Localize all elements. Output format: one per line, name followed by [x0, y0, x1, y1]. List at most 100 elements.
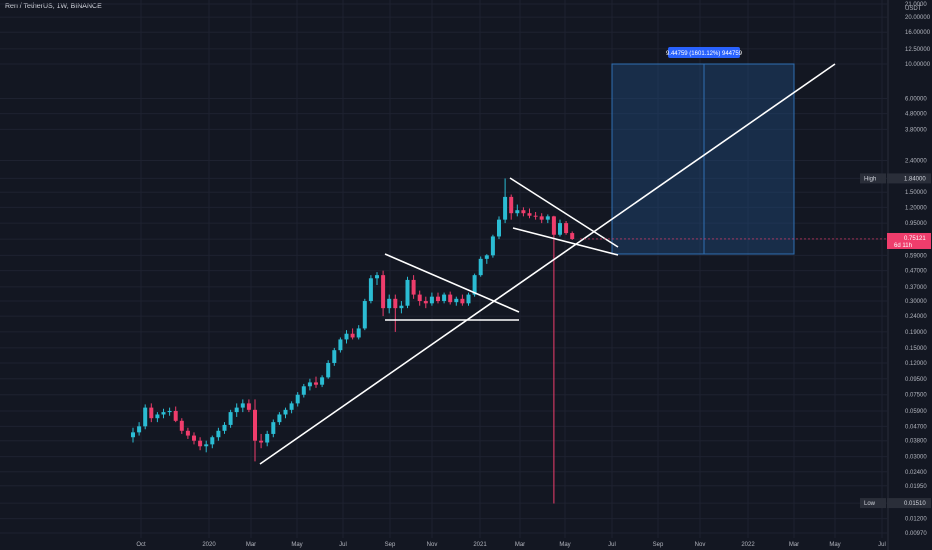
x-tick-label: Jul [339, 542, 347, 548]
candle-body [253, 409, 257, 441]
candle-body [356, 328, 361, 338]
candle-body [472, 275, 477, 295]
candle-body [131, 432, 135, 438]
triangle-upper-line-1 [384, 253, 520, 313]
candle-body [466, 294, 471, 304]
y-tick-label: 0.07500 [905, 393, 927, 399]
y-tick-label: 0.24000 [905, 314, 927, 320]
low-tag-bg [887, 498, 931, 509]
x-tick-label: Jul [608, 542, 616, 548]
y-tick-label: 21.0000 [905, 2, 927, 8]
y-tick-label: 1.50000 [905, 190, 927, 196]
candle-body [564, 223, 569, 234]
candle-body [405, 279, 410, 306]
candle-body [332, 350, 337, 363]
x-tick-label: Mar [246, 542, 256, 548]
candle-body [484, 255, 489, 259]
candle-body [478, 258, 483, 276]
x-tick-label: 2020 [202, 542, 216, 548]
candle-body [155, 414, 160, 419]
candle-body [295, 394, 300, 404]
candle-body [454, 298, 459, 303]
y-tick-label: 0.04700 [905, 424, 927, 430]
candle-body [368, 278, 373, 302]
candle-body [161, 412, 166, 415]
y-tick-label: 4.80000 [905, 112, 927, 118]
candle-body [167, 410, 172, 413]
main-trendline [259, 63, 836, 465]
candle-body [149, 407, 154, 419]
chart-title: Ren / TetherUS, 1W, BINANCE [5, 3, 102, 10]
x-axis: Oct 2020 Mar May Jul Sep Nov 2021 Mar May Jul Sep No… [136, 542, 886, 548]
y-tick-label: 0.03000 [905, 455, 927, 461]
y-tick-label: 12.50000 [905, 47, 931, 53]
candle-body [545, 216, 550, 220]
x-tick-label: Sep [653, 542, 664, 548]
candle-body [551, 216, 556, 235]
y-tick-label: 0.59000 [905, 253, 927, 259]
x-tick-label: May [291, 542, 302, 548]
candle-body [515, 210, 520, 214]
x-tick-label: 2022 [741, 542, 755, 548]
y-tick-label: 3.80000 [905, 127, 927, 133]
candle-body [289, 403, 294, 410]
candle-body [393, 298, 398, 309]
candle-body [301, 386, 306, 395]
candle-body [143, 407, 148, 427]
low-tag-label: Low [864, 501, 876, 507]
candle-body [246, 403, 251, 410]
y-tick-label: 0.95000 [905, 221, 927, 227]
high-tag-value: 1.84000 [904, 176, 926, 182]
candle-body [240, 403, 245, 408]
candle-body [259, 440, 264, 443]
high-tag-bg [887, 173, 931, 184]
candle-body [350, 333, 355, 338]
candle-body [509, 196, 514, 214]
x-tick-label: 2021 [473, 542, 487, 548]
x-tick-label: Jul [878, 542, 886, 548]
candle-body [570, 233, 575, 240]
measure-label: 9.44759 (1601.12%) 944759 [666, 51, 743, 57]
y-tick-label: 0.47000 [905, 269, 927, 275]
y-tick-label: 0.19000 [905, 330, 927, 336]
candle-body [521, 210, 526, 214]
candle-body [283, 409, 288, 415]
grid [0, 0, 889, 550]
y-tick-label: 6.00000 [905, 97, 927, 103]
y-tick-label: 1.20000 [905, 205, 927, 211]
wedge-lower-line [512, 227, 619, 256]
candle-body [137, 426, 142, 433]
candle-body [429, 296, 434, 304]
x-tick-label: May [559, 542, 570, 548]
x-tick-label: Mar [789, 542, 799, 548]
candle-body [234, 407, 239, 413]
candle-body [423, 301, 428, 304]
measure-tool: 9.44759 (1601.12%) 944759 [611, 47, 795, 255]
candle-body [271, 422, 276, 434]
low-tag-value: 0.01510 [904, 501, 926, 507]
candle-body [326, 362, 331, 378]
y-tick-label: 20.00000 [905, 15, 931, 21]
x-tick-label: Nov [695, 542, 706, 548]
candle-body [375, 275, 379, 279]
y-tick-label: 16.00000 [905, 30, 931, 36]
candle-body [338, 339, 343, 351]
candle-body [411, 279, 416, 295]
candle-body [307, 382, 312, 387]
y-tick-label: 0.12000 [905, 361, 927, 367]
last-price-bg [887, 232, 931, 249]
candle-body [503, 196, 508, 220]
y-tick-label: 0.09500 [905, 377, 927, 383]
candle-body [228, 412, 233, 425]
candle-body [448, 294, 453, 303]
candle-body [497, 219, 501, 237]
y-tick-label: 0.01950 [905, 484, 927, 490]
candle-body [216, 430, 221, 438]
candle-body [320, 377, 325, 385]
candle-body [344, 333, 349, 340]
x-tick-label: May [829, 542, 840, 548]
y-unit-label: USDT [905, 6, 922, 12]
wedge-upper-line [509, 177, 619, 248]
candle-body [381, 275, 386, 309]
